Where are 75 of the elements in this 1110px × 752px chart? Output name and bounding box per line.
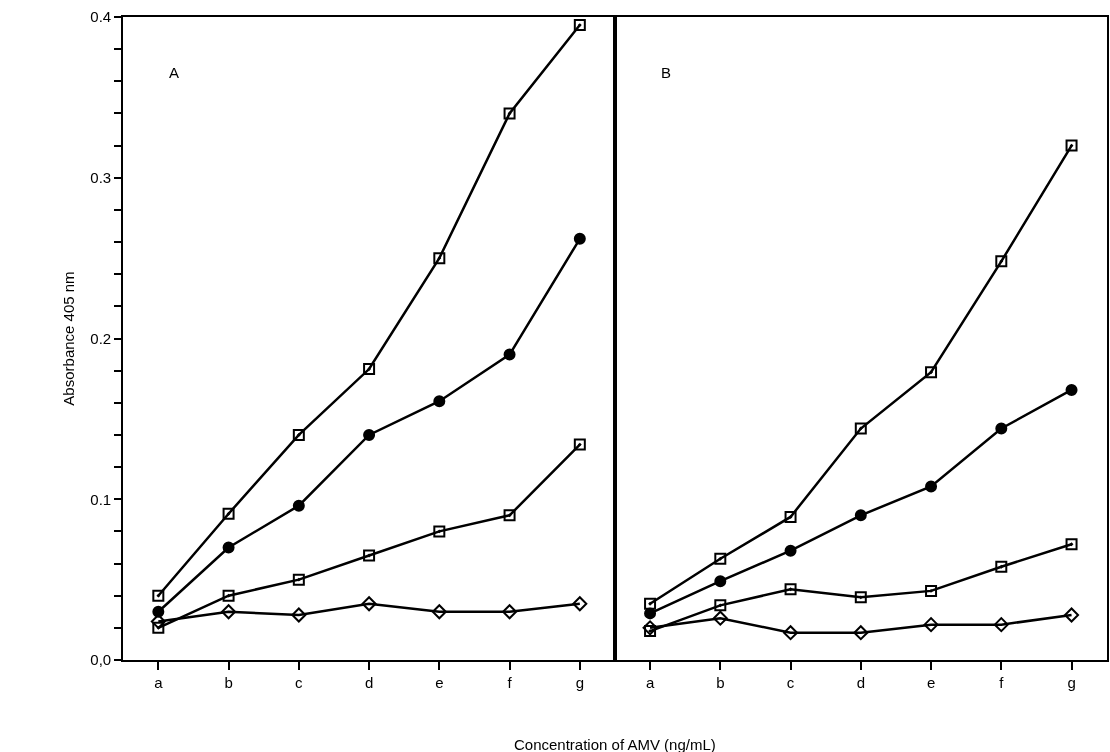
point [714,599,727,612]
point [644,597,657,610]
point [292,573,305,586]
point [292,428,305,441]
point [853,625,869,641]
point [291,607,307,623]
annotation: B [661,64,672,81]
y-tick-label: 0,0 [90,651,112,669]
x-tick-label: d [856,674,865,691]
point [573,19,586,32]
point [714,552,727,565]
point [222,507,235,520]
point [784,544,797,557]
point [995,422,1008,435]
point [503,107,516,120]
point [714,575,727,588]
y-axis-title: Absorbance 405 nm [60,271,78,406]
point [363,428,376,441]
point [361,596,377,612]
point [503,509,516,522]
x-tick-label: e [435,674,444,691]
x-tick-label: d [364,674,374,691]
point [783,625,799,641]
point [993,617,1009,633]
point [221,604,237,620]
point [433,395,446,408]
point [292,499,305,512]
x-tick-label: b [224,674,233,691]
point [644,625,657,638]
x-tick-label: a [645,674,655,691]
point [854,422,867,435]
point [433,252,446,265]
x-tick-label: g [575,674,584,691]
point [573,232,586,245]
point [572,596,588,612]
point [995,255,1008,268]
y-tick-label: 0.1 [90,490,112,508]
point [712,610,728,626]
x-tick-label: g [1067,674,1076,691]
x-tick-label: c [295,674,304,691]
point [1064,607,1080,623]
point [1065,383,1078,396]
x-tick-label: f [507,674,513,691]
y-tick-label: 0.3 [90,169,112,186]
point [923,617,939,633]
point [995,560,1008,573]
point [152,589,165,602]
point [925,480,938,493]
point [152,605,165,618]
point [784,510,797,523]
point [222,589,235,602]
x-tick-label: c [786,674,795,691]
x-tick-label: f [999,674,1005,691]
x-tick-label: b [716,674,725,691]
x-tick-label: e [926,674,936,691]
point [854,509,867,522]
annotation: A [169,64,180,81]
point [503,348,516,361]
point [431,604,447,620]
point [363,549,376,562]
point [363,363,376,376]
y-tick-label: 0.4 [90,8,112,26]
point [854,591,867,604]
point [1065,139,1078,152]
point [784,583,797,596]
point [433,525,446,538]
x-tick-label: a [154,674,164,691]
y-tick-label: 0.2 [90,329,112,347]
point [152,621,165,634]
point [222,541,235,554]
point [1065,538,1078,551]
point [502,604,518,620]
point [925,584,938,597]
point [925,366,938,379]
point [573,438,586,451]
